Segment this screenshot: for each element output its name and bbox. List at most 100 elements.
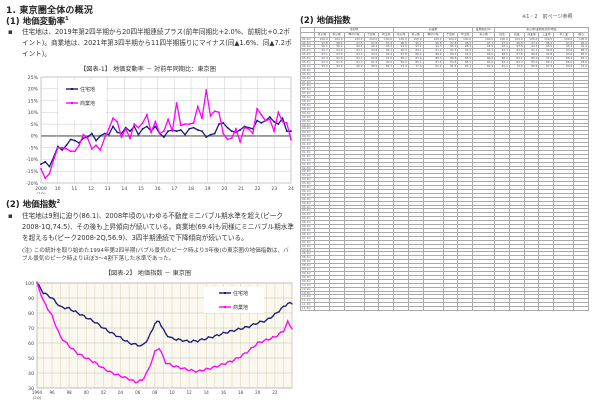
table-row: 05-3Q bbox=[300, 212, 589, 218]
chart-land-price-change: 25% 20% 15% 10% 5% 0% -5% -10% -15% -20%2009(1Q) 1… bbox=[26, 75, 294, 194]
x-tick-label: 17 bbox=[171, 186, 177, 192]
x-tick-label: 08 bbox=[152, 390, 158, 395]
legend-label: 商業地 bbox=[233, 304, 248, 311]
x-tick-label: 06 bbox=[135, 390, 141, 395]
table-cell bbox=[378, 306, 395, 312]
x-tick-label: 22 bbox=[255, 186, 261, 192]
table-cell bbox=[508, 306, 525, 312]
row-period: 11-3Q bbox=[300, 306, 315, 312]
table-row: 99-1Q bbox=[300, 110, 589, 116]
right-panel-note: ※1・2 前ページ参照 bbox=[522, 14, 573, 20]
x-tick-label: 15 bbox=[138, 186, 144, 192]
y-tick-label: 10% bbox=[28, 110, 39, 116]
y-tick-label: 70 bbox=[28, 326, 34, 332]
table-cell bbox=[553, 306, 575, 312]
x-tick-label: 21 bbox=[238, 186, 244, 192]
legend-label: 住宅地 bbox=[80, 86, 95, 93]
table-row: 98-3Q bbox=[300, 103, 589, 108]
table-row: 98-4Q bbox=[300, 106, 589, 112]
table-cell bbox=[407, 306, 424, 312]
right-column: (2) 地価指数 ※1・2 前ページ参照 住宅地 商業地 業務用途(※) 東京圏… bbox=[297, 0, 602, 410]
x-tick-label: 19 bbox=[205, 186, 211, 192]
note-label: (注) bbox=[22, 248, 32, 254]
x-tick-label: 18 bbox=[238, 390, 244, 395]
y-tick-label: 50 bbox=[28, 356, 34, 362]
table-row: 94-3Q 97.8 98.4 97.5 97.6 97.4 96.9 96.1 96.8 97.… bbox=[300, 40, 589, 46]
y-tick-label: -5% bbox=[29, 145, 39, 151]
paragraph-land-price-change: ▪ 住宅地は、2019年第2四半期から20四半期連続プラス(前年同期比+2.0%… bbox=[8, 27, 294, 60]
y-tick-label: -15% bbox=[26, 169, 39, 175]
y-tick-label: 100 bbox=[25, 281, 34, 287]
y-tick-label: 90 bbox=[28, 296, 34, 302]
table-row: 05-1Q bbox=[300, 204, 589, 210]
left-column: 1. 東京圏全体の概況 (1) 地価変動率1 ▪ 住宅地は、2019年第2四半期… bbox=[0, 0, 296, 410]
paragraph-land-price-index: ▪ 住宅地は9割に迫り(86.1)、2008年頃のいわゆる不動産ミニバブル期水準… bbox=[8, 211, 294, 244]
y-tick-label: 80 bbox=[28, 311, 34, 317]
x-tick-label: 14 bbox=[204, 390, 210, 395]
table-row: 06-1Q bbox=[300, 220, 589, 226]
x-tick-label: 22 bbox=[272, 390, 278, 395]
x-tick-label: 2009 bbox=[35, 186, 47, 192]
y-tick-label: 30 bbox=[28, 386, 34, 392]
legend-label: 商業地 bbox=[80, 100, 95, 107]
footnote-mark: 2 bbox=[56, 199, 61, 206]
note: (注) この統計を取り始めた1994年第2四半期(バブル景気のピーク時より3年後… bbox=[22, 247, 294, 263]
x-tick-label: 16 bbox=[155, 186, 161, 192]
x-tick-label: 02 bbox=[101, 390, 107, 395]
table-row: 04-3Q bbox=[300, 196, 589, 202]
table-cell bbox=[363, 306, 380, 312]
table-cell bbox=[314, 306, 330, 312]
x-tick-label: 04 bbox=[118, 390, 124, 395]
table-cell bbox=[442, 306, 459, 312]
table-cell bbox=[573, 306, 589, 312]
index-table-wrapper: 住宅地 商業地 業務用途(※) 東京圏(業務用途別)地区 東京圏 東京都 神奈川県千… bbox=[300, 27, 589, 395]
x-tick-label: 1994 bbox=[32, 390, 43, 395]
table-row: 09-1Q bbox=[300, 267, 589, 272]
x-tick-label: 00 bbox=[84, 390, 90, 395]
subsection-title-land-price-change: (1) 地価変動率1 bbox=[6, 15, 69, 27]
x-tick-label: 24 bbox=[288, 186, 294, 192]
table-cell bbox=[457, 306, 474, 312]
paragraph-text: 住宅地は、2019年第2四半期から20四半期連続プラス(前年同期比+2.0%、前… bbox=[22, 28, 292, 58]
y-tick-label: -20% bbox=[26, 181, 39, 187]
table-row: 07-2Q bbox=[300, 239, 589, 245]
x-tick-label: 20 bbox=[255, 390, 261, 395]
y-tick-label: 15% bbox=[28, 98, 39, 104]
table-body: 94-2Q 100.0 100.0 100.0 100.0 100.0 100.0 100.0… bbox=[300, 36, 589, 312]
table-cell bbox=[523, 306, 540, 312]
x-tick-label: 10 bbox=[55, 186, 61, 192]
x-tick-label: 23 bbox=[271, 186, 277, 192]
x-tick-label: 20 bbox=[221, 186, 227, 192]
y-tick-label: 20% bbox=[28, 87, 39, 93]
x-tick-label: 96 bbox=[49, 390, 55, 395]
y-tick-label: 5% bbox=[31, 122, 39, 128]
table-row: 07-4Q bbox=[300, 247, 589, 253]
footnote-mark: 1 bbox=[65, 16, 69, 23]
table-cell bbox=[343, 306, 365, 312]
table-cell bbox=[422, 306, 444, 312]
x-tick-sublabel: (1Q) bbox=[36, 192, 46, 194]
y-tick-label: 40 bbox=[28, 371, 34, 377]
paragraph-text: 住宅地は9割に迫り(86.1)、2008年頃のいわゆる不動産ミニバブル期水準を超… bbox=[22, 212, 294, 242]
bullet-icon: ▪ bbox=[8, 212, 13, 220]
x-tick-label: 12 bbox=[187, 390, 193, 395]
x-tick-label: 12 bbox=[88, 186, 94, 192]
table-cell bbox=[472, 306, 496, 312]
x-tick-label: 10 bbox=[169, 390, 175, 395]
x-tick-sublabel: (2Q) bbox=[33, 395, 42, 400]
table-row: 11-3Q bbox=[300, 306, 589, 312]
table-row: 97-1Q bbox=[300, 79, 589, 85]
table-cell bbox=[538, 306, 555, 312]
x-tick-label: 16 bbox=[221, 390, 227, 395]
subsection-title-land-price-index: (2) 地価指数2 bbox=[6, 198, 60, 210]
chart1-title: 【図表-1】 地価変動率 － 対前年同期比：東京圏 bbox=[80, 66, 216, 73]
table-row: 00-4Q bbox=[300, 138, 589, 144]
chart2-title: 【図表-2】 地価指数 － 東京圏 bbox=[104, 270, 192, 277]
table-row: 97-2Q bbox=[300, 83, 589, 89]
legend-label: 住宅地 bbox=[233, 290, 248, 297]
x-tick-label: 18 bbox=[188, 186, 194, 192]
subsection-title-text: (1) 地価変動率 bbox=[6, 17, 66, 27]
